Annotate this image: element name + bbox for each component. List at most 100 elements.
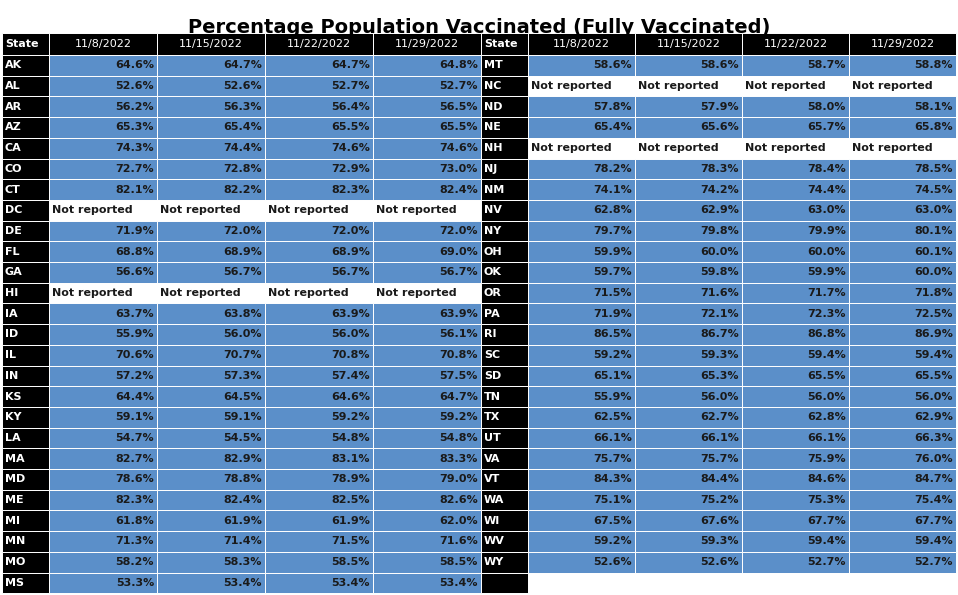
Text: NJ: NJ bbox=[484, 164, 497, 174]
Text: 68.8%: 68.8% bbox=[115, 247, 154, 256]
Bar bbox=[49, 303, 157, 324]
Text: 52.6%: 52.6% bbox=[593, 557, 632, 567]
Bar bbox=[157, 96, 265, 117]
Bar bbox=[481, 200, 528, 221]
Text: VT: VT bbox=[484, 474, 500, 484]
Text: 66.1%: 66.1% bbox=[808, 433, 846, 443]
Text: 74.4%: 74.4% bbox=[223, 143, 262, 153]
Text: KS: KS bbox=[5, 392, 21, 402]
Bar bbox=[742, 448, 849, 469]
Bar bbox=[2, 324, 49, 345]
Bar bbox=[373, 283, 481, 303]
Text: IL: IL bbox=[5, 350, 16, 360]
Text: 63.9%: 63.9% bbox=[331, 309, 370, 319]
Bar bbox=[157, 303, 265, 324]
Text: MI: MI bbox=[5, 516, 20, 526]
Bar bbox=[49, 407, 157, 428]
Bar bbox=[635, 407, 742, 428]
Bar bbox=[635, 324, 742, 345]
Text: 71.8%: 71.8% bbox=[914, 288, 953, 298]
Bar bbox=[481, 531, 528, 552]
Text: 52.7%: 52.7% bbox=[440, 81, 478, 91]
Bar bbox=[635, 242, 742, 262]
Bar bbox=[635, 552, 742, 572]
Bar bbox=[2, 511, 49, 531]
Text: 65.5%: 65.5% bbox=[331, 123, 370, 133]
Bar bbox=[157, 345, 265, 365]
Bar bbox=[49, 386, 157, 407]
Text: DE: DE bbox=[5, 226, 22, 236]
Bar bbox=[265, 365, 373, 386]
Bar bbox=[49, 33, 157, 55]
Bar bbox=[157, 55, 265, 76]
Text: 56.0%: 56.0% bbox=[808, 392, 846, 402]
Text: 56.1%: 56.1% bbox=[440, 330, 478, 340]
Text: 83.3%: 83.3% bbox=[440, 453, 478, 464]
Bar bbox=[481, 365, 528, 386]
Text: 75.4%: 75.4% bbox=[914, 495, 953, 505]
Text: 84.7%: 84.7% bbox=[914, 474, 953, 484]
Bar bbox=[481, 262, 528, 283]
Bar bbox=[2, 55, 49, 76]
Bar bbox=[373, 200, 481, 221]
Bar bbox=[481, 33, 528, 55]
Bar bbox=[373, 117, 481, 138]
Text: NC: NC bbox=[484, 81, 501, 91]
Bar bbox=[49, 200, 157, 221]
Text: 54.7%: 54.7% bbox=[115, 433, 154, 443]
Bar bbox=[635, 490, 742, 511]
Bar bbox=[742, 407, 849, 428]
Text: 68.9%: 68.9% bbox=[331, 247, 370, 256]
Bar bbox=[265, 552, 373, 572]
Text: OR: OR bbox=[484, 288, 502, 298]
Text: 60.0%: 60.0% bbox=[700, 247, 739, 256]
Bar bbox=[528, 365, 635, 386]
Bar bbox=[49, 448, 157, 469]
Text: 59.2%: 59.2% bbox=[440, 412, 478, 422]
Text: 74.6%: 74.6% bbox=[331, 143, 370, 153]
Text: 71.9%: 71.9% bbox=[115, 226, 154, 236]
Text: 57.8%: 57.8% bbox=[594, 102, 632, 112]
Bar bbox=[481, 283, 528, 303]
Bar bbox=[2, 303, 49, 324]
Text: 82.4%: 82.4% bbox=[223, 495, 262, 505]
Text: 75.7%: 75.7% bbox=[594, 453, 632, 464]
Bar bbox=[373, 138, 481, 158]
Bar bbox=[635, 117, 742, 138]
Text: 72.8%: 72.8% bbox=[223, 164, 262, 174]
Bar bbox=[265, 448, 373, 469]
Bar bbox=[528, 303, 635, 324]
Bar bbox=[742, 324, 849, 345]
Text: Not reported: Not reported bbox=[852, 143, 933, 153]
Bar bbox=[849, 303, 956, 324]
Bar bbox=[849, 531, 956, 552]
Text: 86.8%: 86.8% bbox=[808, 330, 846, 340]
Text: TN: TN bbox=[484, 392, 501, 402]
Bar bbox=[635, 531, 742, 552]
Bar bbox=[373, 221, 481, 242]
Bar bbox=[742, 303, 849, 324]
Bar bbox=[635, 283, 742, 303]
Bar bbox=[157, 262, 265, 283]
Bar bbox=[373, 96, 481, 117]
Text: 58.1%: 58.1% bbox=[915, 102, 953, 112]
Text: 56.0%: 56.0% bbox=[700, 392, 739, 402]
Bar bbox=[49, 55, 157, 76]
Bar bbox=[2, 158, 49, 179]
Text: 71.9%: 71.9% bbox=[593, 309, 632, 319]
Text: 55.9%: 55.9% bbox=[594, 392, 632, 402]
Bar bbox=[265, 428, 373, 448]
Bar bbox=[849, 242, 956, 262]
Text: 65.6%: 65.6% bbox=[700, 123, 739, 133]
Text: 59.2%: 59.2% bbox=[331, 412, 370, 422]
Text: 82.3%: 82.3% bbox=[331, 184, 370, 195]
Bar bbox=[49, 531, 157, 552]
Bar bbox=[742, 55, 849, 76]
Text: 11/8/2022: 11/8/2022 bbox=[553, 39, 610, 49]
Bar bbox=[49, 138, 157, 158]
Text: 64.4%: 64.4% bbox=[115, 392, 154, 402]
Text: 86.5%: 86.5% bbox=[593, 330, 632, 340]
Text: 60.1%: 60.1% bbox=[914, 247, 953, 256]
Bar bbox=[742, 345, 849, 365]
Bar bbox=[528, 96, 635, 117]
